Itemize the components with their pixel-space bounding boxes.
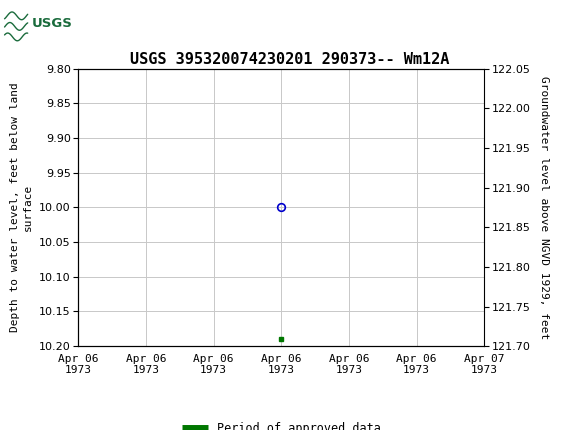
Y-axis label: Groundwater level above NGVD 1929, feet: Groundwater level above NGVD 1929, feet xyxy=(539,76,549,339)
Y-axis label: Depth to water level, feet below land
surface: Depth to water level, feet below land su… xyxy=(10,83,34,332)
Legend: Period of approved data: Period of approved data xyxy=(177,418,386,430)
Text: USGS 395320074230201 290373-- Wm12A: USGS 395320074230201 290373-- Wm12A xyxy=(130,52,450,67)
Bar xyxy=(3,3,107,42)
Text: USGS: USGS xyxy=(31,17,72,30)
